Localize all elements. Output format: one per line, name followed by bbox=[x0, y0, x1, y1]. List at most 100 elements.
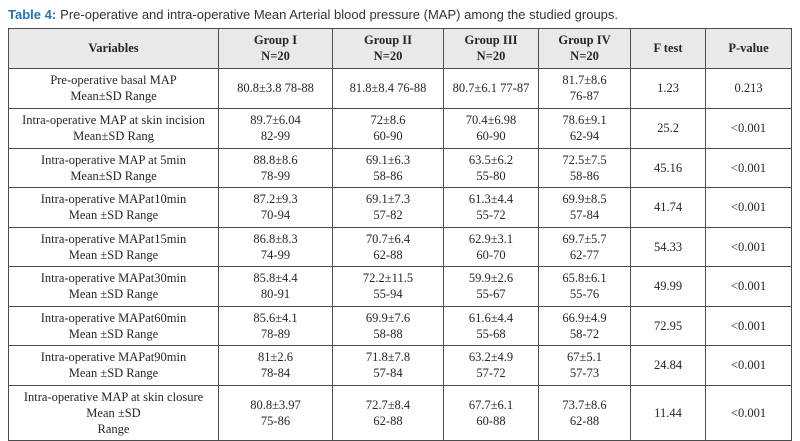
table-row: Intra-operative MAP at skin closure Mean … bbox=[8, 384, 792, 441]
value-cell: 62.9±3.1 60-70 bbox=[443, 226, 539, 267]
cell-line: 59.9±2.6 bbox=[468, 271, 514, 285]
value-cell: 85.6±4.1 78-89 bbox=[218, 305, 333, 346]
cell-line: 81.7±8.6 bbox=[562, 72, 607, 87]
cell-line: <0.001 bbox=[730, 239, 767, 254]
cell-line: 55-80 bbox=[476, 168, 506, 183]
cell-line: 86.8±8.3 bbox=[253, 231, 298, 246]
cell-line: 55-94 bbox=[373, 287, 403, 302]
cell-line: 25.2 bbox=[657, 120, 679, 135]
value-cell: 24.84 bbox=[630, 345, 706, 386]
cell-line: 69.7±5.7 bbox=[562, 231, 607, 246]
value-cell: 87.2±9.3 70-94 bbox=[218, 187, 333, 228]
cell-line: 54.33 bbox=[653, 239, 683, 254]
cell-line: <0.001 bbox=[730, 358, 767, 373]
cell-line: 57-72 bbox=[476, 366, 506, 381]
cell-line: 78-89 bbox=[260, 326, 291, 341]
cell-line: 78-84 bbox=[260, 366, 291, 381]
cell-line: 71.8±7.8 bbox=[365, 350, 411, 364]
cell-line: Intra-operative MAPat10min bbox=[40, 192, 187, 206]
cell-line: 85.6±4.1 bbox=[253, 310, 298, 325]
cell-line: 63.5±6.2 bbox=[468, 152, 514, 167]
map-results-table: Variables Group I N=20 Group II N=20 Group II… bbox=[8, 28, 792, 441]
cell-line: Mean ±SD Range bbox=[68, 326, 159, 341]
variable-cell: Intra-operative MAPat60min Mean ±SD Range bbox=[8, 305, 219, 346]
value-cell: 65.8±6.1 55-76 bbox=[538, 266, 631, 307]
cell-line: 69.9±8.5 bbox=[562, 192, 607, 206]
cell-line: 1.23 bbox=[657, 80, 679, 95]
column-header: Group I N=20 bbox=[218, 28, 333, 69]
cell-line: 60-88 bbox=[476, 413, 506, 428]
cell-line: 63.2±4.9 bbox=[468, 350, 514, 364]
table-caption-label: Table 4: bbox=[8, 7, 57, 22]
cell-line: P-value bbox=[728, 41, 769, 56]
value-cell: 45.16 bbox=[630, 147, 706, 188]
value-cell: 49.99 bbox=[630, 266, 706, 307]
cell-line: Intra-operative MAPat60min bbox=[40, 310, 187, 325]
column-header: Group III N=20 bbox=[443, 28, 539, 69]
cell-line: 75-86 bbox=[260, 413, 291, 428]
cell-line: Mean±SD Range bbox=[70, 168, 157, 183]
table-row: Intra-operative MAP at skin incision Mean… bbox=[8, 107, 792, 149]
value-cell: 72.95 bbox=[630, 305, 706, 346]
value-cell: 80.7±6.1 77-87 bbox=[443, 67, 539, 109]
value-cell: 1.23 bbox=[630, 67, 706, 109]
value-cell: 86.8±8.3 74-99 bbox=[218, 226, 333, 267]
cell-line: 62.9±3.1 bbox=[468, 231, 514, 246]
cell-line: 69.1±6.3 bbox=[365, 152, 411, 167]
value-cell: 81.7±8.6 76-87 bbox=[538, 67, 631, 109]
cell-line: Intra-operative MAPat15min bbox=[40, 231, 187, 246]
cell-line: 55-67 bbox=[476, 287, 506, 302]
value-cell: 61.3±4.4 55-72 bbox=[443, 187, 539, 228]
cell-line: 41.74 bbox=[653, 200, 683, 215]
cell-line: <0.001 bbox=[730, 405, 767, 420]
cell-line: Mean ±SD bbox=[86, 405, 141, 420]
value-cell: 72.7±8.4 62-88 bbox=[332, 384, 444, 441]
cell-line: Intra-operative MAP at skin closure bbox=[23, 389, 204, 404]
table-caption-text: Pre-operative and intra-operative Mean A… bbox=[60, 7, 619, 22]
table-body: Pre-operative basal MAP Mean±SD Range 80.8… bbox=[8, 67, 792, 441]
cell-line: 80-91 bbox=[260, 287, 291, 302]
cell-line: 55-72 bbox=[476, 208, 506, 223]
value-cell: 0.213 bbox=[705, 67, 792, 109]
value-cell: 41.74 bbox=[630, 187, 706, 228]
cell-line: Mean ±SD Range bbox=[68, 287, 159, 302]
cell-line: 61.6±4.4 bbox=[468, 310, 514, 325]
cell-line: 70.7±6.4 bbox=[365, 231, 411, 246]
cell-line: 11.44 bbox=[654, 405, 682, 420]
variable-cell: Intra-operative MAP at skin closure Mean … bbox=[8, 384, 219, 441]
cell-line: 62-94 bbox=[569, 129, 600, 143]
value-cell: 71.8±7.8 57-84 bbox=[332, 345, 444, 386]
variable-cell: Intra-operative MAPat30min Mean ±SD Range bbox=[8, 266, 219, 307]
cell-line: 61.3±4.4 bbox=[468, 192, 514, 206]
cell-line: N=20 bbox=[476, 49, 506, 64]
value-cell: 11.44 bbox=[630, 384, 706, 441]
cell-line: 58-86 bbox=[373, 168, 403, 183]
cell-line: 72.7±8.4 bbox=[365, 397, 411, 412]
cell-line: 58-72 bbox=[569, 326, 600, 341]
cell-line: 74-99 bbox=[260, 247, 291, 262]
value-cell: <0.001 bbox=[705, 226, 792, 267]
cell-line: Mean±SD Range bbox=[70, 89, 157, 103]
table-caption: Table 4: Pre-operative and intra-operativ… bbox=[0, 0, 800, 28]
cell-line: 78-99 bbox=[260, 168, 291, 183]
cell-line: 72±8.6 bbox=[370, 112, 406, 127]
value-cell: 69.9±7.6 58-88 bbox=[332, 305, 444, 346]
value-cell: <0.001 bbox=[705, 107, 792, 149]
value-cell: 78.6±9.1 62-94 bbox=[538, 107, 631, 149]
value-cell: 61.6±4.4 55-68 bbox=[443, 305, 539, 346]
value-cell: 81.8±8.4 76-88 bbox=[332, 67, 444, 109]
value-cell: 89.7±6.04 82-99 bbox=[218, 107, 333, 149]
cell-line: Group I bbox=[253, 33, 298, 47]
cell-line: N=20 bbox=[261, 49, 290, 64]
cell-line: 80.8±3.8 78-88 bbox=[237, 80, 314, 95]
cell-line: 62-77 bbox=[569, 247, 600, 262]
cell-line: 85.8±4.4 bbox=[253, 271, 298, 285]
value-cell: 81±2.6 78-84 bbox=[218, 345, 333, 386]
table-row: Intra-operative MAPat15min Mean ±SD Range… bbox=[8, 226, 792, 267]
cell-line: 55-76 bbox=[569, 287, 600, 302]
cell-line: Group III bbox=[464, 33, 518, 47]
value-cell: 80.8±3.97 75-86 bbox=[218, 384, 333, 441]
value-cell: 70.4±6.98 60-90 bbox=[443, 107, 539, 149]
column-header: P-value bbox=[705, 28, 792, 69]
